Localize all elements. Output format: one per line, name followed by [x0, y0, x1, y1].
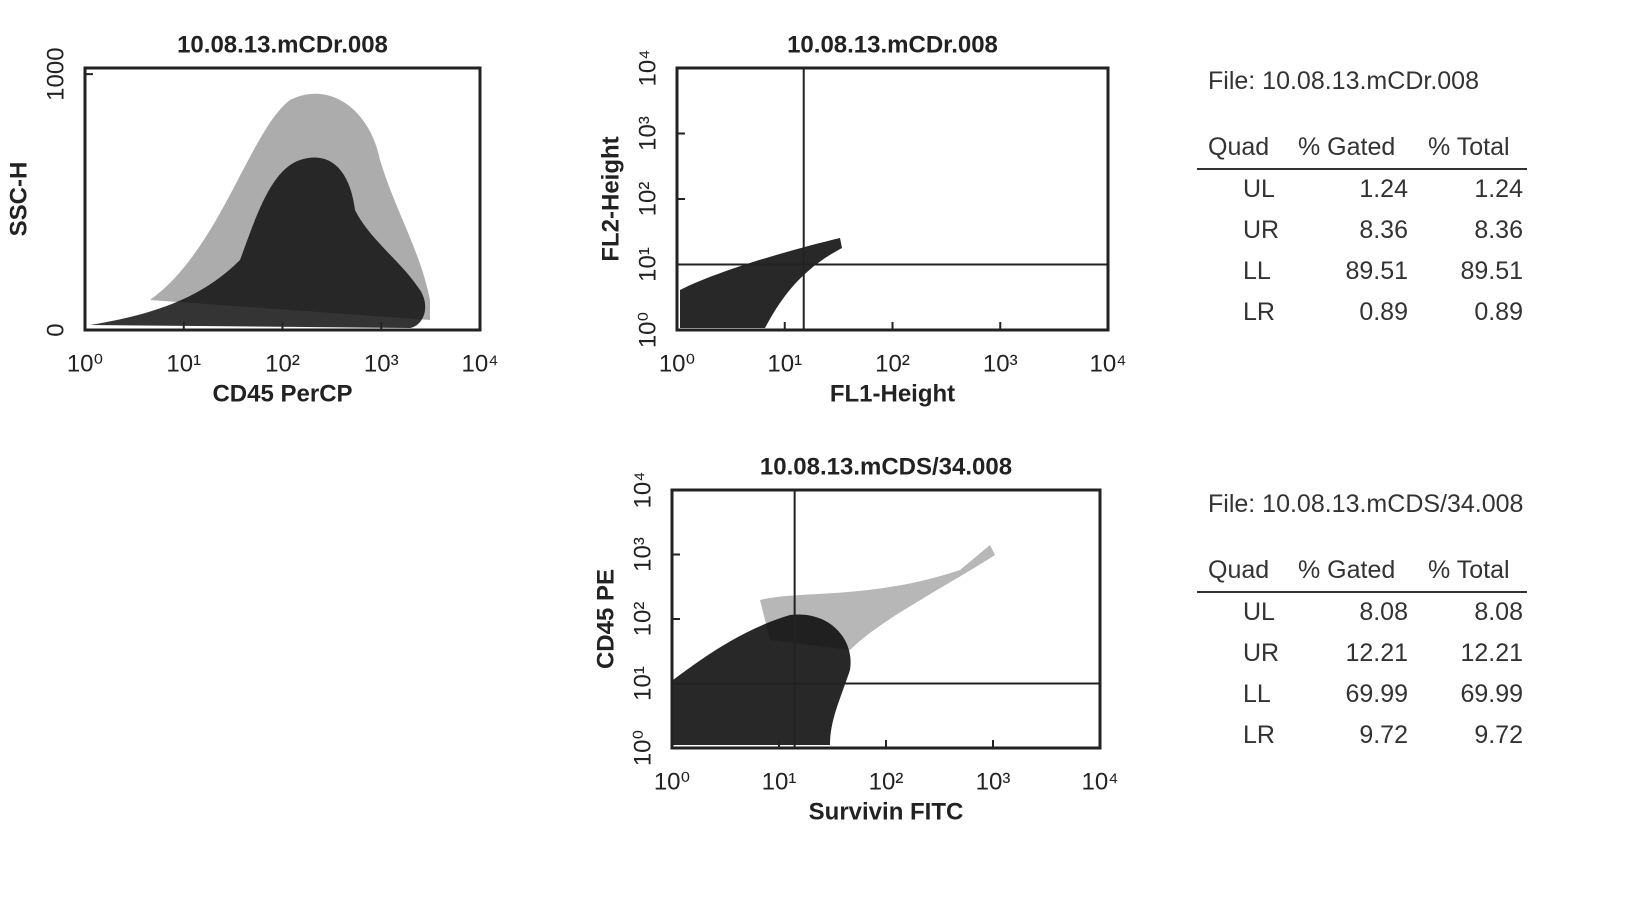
y-tick-label: 10²: [634, 182, 661, 217]
x-axis-label: CD45 PerCP: [212, 380, 352, 407]
pct-total: 1.24: [1474, 175, 1523, 203]
y-axis-label: FL2-Height: [597, 136, 624, 261]
file-label: File: 10.08.13.mCDS/34.008: [1208, 490, 1524, 518]
y-tick-label: 10²: [629, 602, 656, 637]
x-tick-label: 10³: [364, 350, 399, 377]
pct-gated: 8.08: [1359, 598, 1408, 626]
y-tick-label: 10³: [629, 537, 656, 572]
pct-total: 69.99: [1460, 680, 1523, 708]
quad-name: LL: [1243, 680, 1271, 708]
x-tick-label: 10¹: [762, 768, 797, 795]
x-tick-label: 10²: [875, 350, 910, 377]
pct-total: 9.72: [1474, 721, 1523, 749]
header-rule: [1197, 591, 1527, 593]
y-tick-label: 10⁴: [634, 49, 661, 86]
x-tick-label: 10⁴: [1089, 350, 1126, 377]
quad-name: LR: [1243, 721, 1275, 749]
column-header: % Total: [1428, 556, 1510, 584]
x-tick-label: 10¹: [166, 350, 201, 377]
y-tick-label: 10¹: [629, 666, 656, 701]
event-cloud: [760, 545, 995, 650]
pct-gated: 9.72: [1359, 721, 1408, 749]
x-axis-label: Survivin FITC: [809, 798, 964, 825]
pct-total: 8.36: [1474, 216, 1523, 244]
quad-name: UL: [1243, 598, 1275, 626]
x-axis-label: FL1-Height: [830, 380, 955, 407]
x-tick-label: 10³: [983, 350, 1018, 377]
x-tick-label: 10²: [265, 350, 300, 377]
event-cloud: [680, 238, 842, 328]
quad-name: UR: [1243, 216, 1280, 244]
y-tick-label: 10⁰: [634, 312, 661, 348]
event-cloud: [673, 614, 851, 745]
plot-title: 10.08.13.mCDS/34.008: [760, 453, 1012, 480]
x-tick-label: 10³: [976, 768, 1011, 795]
y-tick-label: 10⁴: [629, 471, 656, 508]
y-axis-label: SSC-H: [5, 162, 32, 237]
y-tick-label: 10³: [634, 116, 661, 151]
pct-total: 12.21: [1460, 639, 1523, 667]
y-tick-label: 10¹: [634, 247, 661, 282]
quad-name: UL: [1243, 175, 1275, 203]
y-tick-label: 0: [42, 323, 69, 336]
x-tick-label: 10²: [869, 768, 904, 795]
x-tick-label: 10⁴: [461, 350, 498, 377]
column-header: % Gated: [1298, 556, 1396, 584]
quad-name: UR: [1243, 639, 1280, 667]
pct-total: 8.08: [1474, 598, 1523, 626]
event-cloud: [150, 93, 430, 320]
column-header: Quad: [1208, 556, 1270, 584]
column-header: % Total: [1428, 133, 1510, 161]
quad-name: LR: [1243, 298, 1275, 326]
column-header: Quad: [1208, 133, 1270, 161]
y-tick-label: 10⁰: [629, 730, 656, 766]
pct-gated: 69.99: [1345, 680, 1408, 708]
file-label: File: 10.08.13.mCDr.008: [1208, 67, 1479, 95]
plot-title: 10.08.13.mCDr.008: [787, 31, 998, 58]
y-tick-label: 1000: [42, 47, 69, 100]
x-tick-label: 10⁰: [654, 768, 690, 795]
header-rule: [1197, 168, 1527, 170]
pct-total: 0.89: [1474, 298, 1523, 326]
event-cloud: [90, 157, 426, 328]
pct-gated: 89.51: [1345, 257, 1408, 285]
x-tick-label: 10⁰: [67, 350, 103, 377]
pct-gated: 0.89: [1359, 298, 1408, 326]
x-tick-label: 10⁴: [1081, 768, 1118, 795]
x-tick-label: 10⁰: [659, 350, 695, 377]
plot-title: 10.08.13.mCDr.008: [177, 31, 388, 58]
x-tick-label: 10¹: [767, 350, 802, 377]
pct-gated: 12.21: [1345, 639, 1408, 667]
column-header: % Gated: [1298, 133, 1396, 161]
pct-gated: 1.24: [1359, 175, 1408, 203]
pct-total: 89.51: [1460, 257, 1523, 285]
event-clouds: [90, 93, 995, 745]
y-axis-label: CD45 PE: [592, 569, 619, 669]
quad-name: LL: [1243, 257, 1271, 285]
pct-gated: 8.36: [1359, 216, 1408, 244]
